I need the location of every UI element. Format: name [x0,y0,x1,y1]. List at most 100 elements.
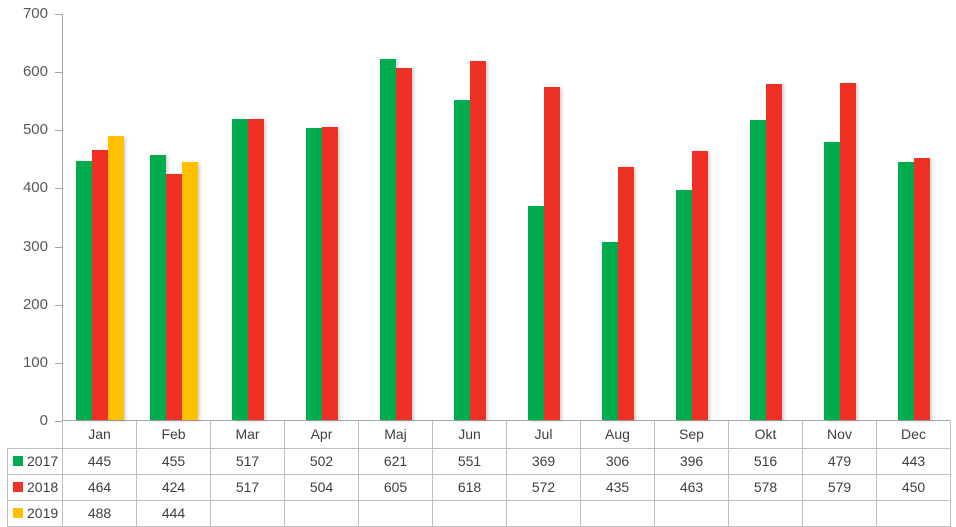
y-tick-label: 700 [22,5,48,22]
legend-cell-2017: 2017 [7,447,63,475]
value-cell-2017-sep: 396 [654,447,729,475]
bar-cluster-sep [655,14,729,420]
month-header-jun: Jun [432,421,507,449]
month-header-apr: Apr [284,421,359,449]
series-name: 2018 [27,479,59,495]
y-tick-mark [55,130,62,132]
bar-cluster-feb [137,14,211,420]
value-cell-2017-okt: 516 [728,447,803,475]
month-header-mar: Mar [210,421,285,449]
value-cell-2019-okt [728,499,803,527]
bar-2018-okt [766,83,782,420]
y-tick-mark [55,304,62,306]
y-axis: 0 100 200 300 400 500 600 700 [0,0,62,429]
bar-2018-dec [914,158,930,420]
table-row-2018: 2018 464 424 517 504 605 618 572 435 463 578 579 450 [7,473,951,501]
value-cell-2018-sep: 463 [654,473,729,501]
value-cell-2017-feb: 455 [136,447,211,475]
y-tick-mark [55,14,62,15]
y-tick-label: 400 [22,179,48,197]
value-cell-2019-nov [802,499,877,527]
y-tick-label: 100 [22,353,48,371]
bar-2017-mar [232,119,248,420]
y-tick-mark [55,421,62,422]
plot-area [62,14,950,421]
value-cell-2019-sep [654,499,729,527]
value-cell-2019-mar [210,499,285,527]
y-tick-mark [55,188,62,190]
value-cell-2019-jan: 488 [62,499,137,527]
value-cell-2017-dec: 443 [876,447,951,475]
value-cell-2017-aug: 306 [580,447,655,475]
month-header-aug: Aug [580,421,655,449]
value-cell-2018-aug: 435 [580,473,655,501]
value-cell-2019-maj [358,499,433,527]
bar-cluster-jul [507,14,581,420]
bar-2017-sep [676,189,692,420]
bar-2018-maj [396,68,412,420]
bar-2019-jan [108,136,124,420]
value-cell-2017-jun: 551 [432,447,507,475]
value-cell-2017-maj: 621 [358,447,433,475]
month-header-maj: Maj [358,421,433,449]
table-corner-cell [8,421,63,448]
y-tick-mark [55,362,62,364]
bar-2018-nov [840,83,856,420]
bar-2017-aug [602,242,618,420]
bar-2017-apr [306,128,322,420]
bar-cluster-jun [433,14,507,420]
month-header-nov: Nov [802,421,877,449]
value-cell-2017-jul: 369 [506,447,581,475]
value-cell-2017-apr: 502 [284,447,359,475]
bar-2017-okt [750,120,766,420]
bar-2018-mar [248,119,264,420]
table-row-2017: 2017 445 455 517 502 621 551 369 306 396 516 479 443 [7,447,951,475]
bar-cluster-nov [803,14,877,420]
value-cell-2019-jun [432,499,507,527]
value-cell-2018-mar: 517 [210,473,285,501]
bar-cluster-mar [211,14,285,420]
bar-cluster-jan [63,14,137,420]
bar-2018-jul [544,87,560,420]
month-header-feb: Feb [136,421,211,449]
value-cell-2017-jan: 445 [62,447,137,475]
legend-cell-2019: 2019 [7,499,63,527]
y-tick-label: 300 [22,237,48,255]
bar-2018-jan [92,150,108,420]
value-cell-2019-dec [876,499,951,527]
value-cell-2018-maj: 605 [358,473,433,501]
month-header-sep: Sep [654,421,729,449]
month-header-jan: Jan [62,421,137,449]
bar-2019-feb [182,161,198,420]
value-cell-2018-apr: 504 [284,473,359,501]
bar-cluster-dec [877,14,951,420]
bar-2018-apr [322,127,338,420]
bar-2018-jun [470,60,486,420]
series-name: 2019 [27,505,59,521]
bar-2017-jun [454,99,470,420]
y-tick-label: 600 [22,63,48,81]
value-cell-2018-nov: 579 [802,473,877,501]
table-row-2019: 2019 488 444 [7,499,951,527]
month-header-okt: Okt [728,421,803,449]
value-cell-2017-nov: 479 [802,447,877,475]
value-cell-2019-aug [580,499,655,527]
bar-2018-feb [166,173,182,420]
bar-cluster-okt [729,14,803,420]
legend-swatch-2019 [13,508,23,518]
legend-swatch-2018 [13,482,23,492]
bar-2017-jan [76,161,92,420]
value-cell-2017-mar: 517 [210,447,285,475]
value-cell-2019-apr [284,499,359,527]
legend-swatch-2017 [13,456,23,466]
bar-2017-maj [380,58,396,420]
bar-2018-aug [618,167,634,420]
bar-cluster-aug [581,14,655,420]
y-tick-label: 0 [39,412,48,429]
bar-2018-sep [692,150,708,420]
value-cell-2018-feb: 424 [136,473,211,501]
table-header-row: Jan Feb Mar Apr Maj Jun Jul Aug Sep Okt Nov Dec [8,421,951,449]
y-tick-label: 200 [22,295,48,313]
value-cell-2018-jul: 572 [506,473,581,501]
y-tick-mark [55,72,62,74]
